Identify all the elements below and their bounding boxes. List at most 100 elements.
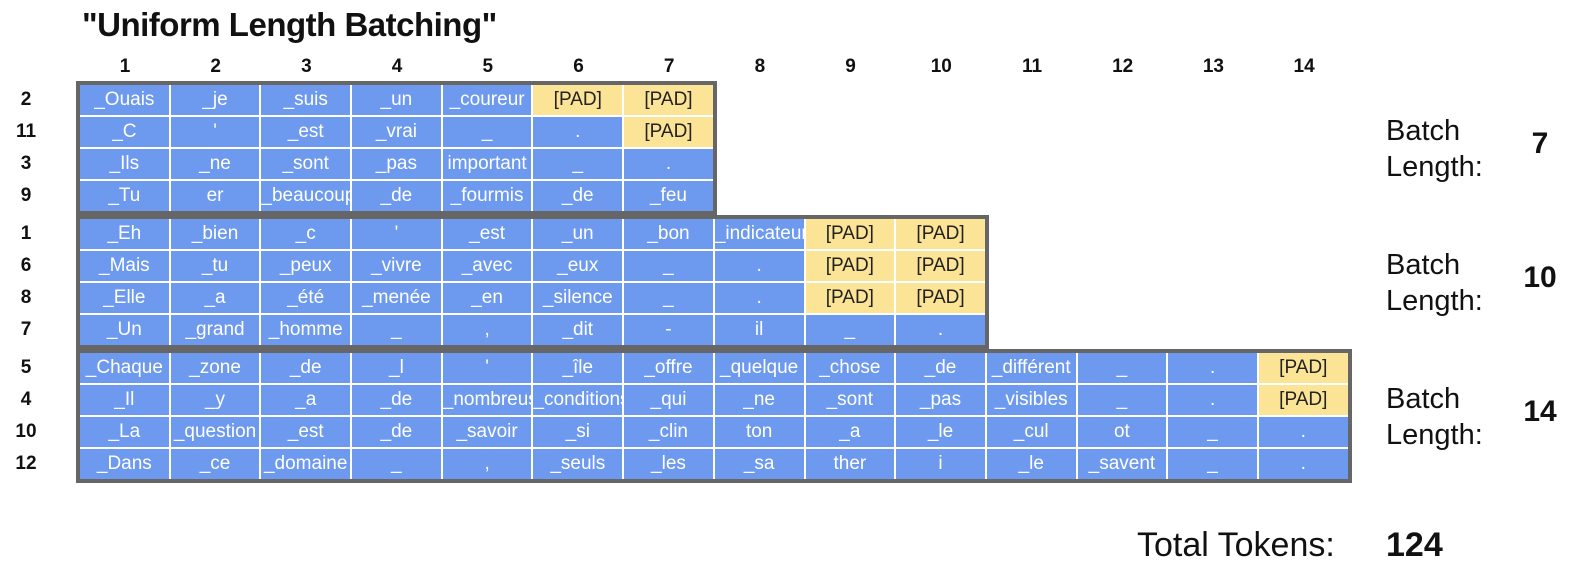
token-cell: _seuls: [533, 449, 623, 479]
token-cell: _indicateur: [714, 219, 804, 249]
token-cell: _eux: [533, 251, 623, 281]
batch-group: _Chaque _zone _de _l ' _île _offre _quelque _cho…: [76, 349, 1352, 483]
pad-token-cell: [PAD]: [805, 219, 895, 249]
token-cell: _qui: [624, 385, 713, 415]
batch-length-label: Batch Length:: [1386, 383, 1483, 451]
batch-length-value: 10: [1523, 261, 1557, 294]
token-cell: _La: [80, 417, 169, 447]
column-header: 1: [119, 56, 131, 77]
token-cell: _est: [261, 117, 351, 147]
batch-length-label: Batch Length:: [1386, 249, 1483, 317]
column-header: 8: [754, 56, 766, 77]
token-cell: _question: [170, 417, 260, 447]
sequence-index-label: 10: [15, 421, 37, 442]
sequence-row: _Elle _a _été _menée _en _silence _. [PAD] [PAD]: [80, 283, 985, 313]
token-cell: _différent: [986, 353, 1076, 383]
column-header: 10: [930, 56, 952, 77]
pad-token-cell: [PAD]: [624, 117, 713, 147]
pad-token-cell: [PAD]: [624, 85, 713, 115]
token-cell: _île: [533, 353, 623, 383]
token-cell: _tu: [170, 251, 260, 281]
token-cell: ton: [714, 417, 804, 447]
sequence-index-label: 1: [20, 223, 32, 244]
token-cell: ot: [1077, 417, 1167, 447]
token-cell: ': [442, 353, 532, 383]
sequence-index-label: 9: [20, 185, 32, 206]
token-cell: _en: [442, 283, 532, 313]
token-cell: _avec: [442, 251, 532, 281]
token-cell: .: [714, 251, 804, 281]
column-header: 11: [1021, 56, 1043, 77]
column-header: 9: [845, 56, 856, 77]
token-cell: _ne: [714, 385, 804, 415]
sequence-row: _Ouais _je _suis _un _coureur [PAD] [PAD]: [80, 85, 713, 115]
pad-token-cell: [PAD]: [805, 283, 895, 313]
token-cell: _: [352, 315, 441, 345]
token-cell: _le: [896, 417, 985, 447]
column-header: 5: [482, 56, 494, 77]
token-cell: _pas: [352, 149, 441, 179]
token-cell: er: [170, 181, 260, 211]
token-cell: _y: [170, 385, 260, 415]
column-header: 3: [301, 56, 312, 77]
token-cell: _de: [533, 181, 623, 211]
column-header: 12: [1112, 56, 1134, 77]
token-cell: ther: [805, 449, 895, 479]
token-cell: _Chaque: [80, 353, 169, 383]
sequence-row: _La _question _est _de _savoir _si _clin ton _a _…: [80, 417, 1348, 447]
column-header: 4: [391, 56, 403, 77]
token-cell: _de: [352, 417, 441, 447]
column-header: 13: [1202, 56, 1224, 77]
token-cell: .: [1168, 385, 1257, 415]
token-cell: _pas: [896, 385, 985, 415]
token-cell: _grand: [170, 315, 260, 345]
column-header: 2: [210, 56, 221, 77]
token-cell: _: [624, 251, 713, 281]
sequence-index-label: 4: [20, 389, 32, 410]
token-cell: _zone: [170, 353, 260, 383]
sequence-index-label: 5: [20, 357, 32, 378]
token-cell: .: [714, 283, 804, 313]
token-cell: ,: [442, 449, 532, 479]
batch-length-label: Batch Length:: [1386, 115, 1483, 183]
token-cell: _été: [261, 283, 351, 313]
token-cell: _cul: [986, 417, 1076, 447]
sequence-index-label: 8: [20, 287, 32, 308]
pad-token-cell: [PAD]: [533, 85, 623, 115]
token-cell: _C: [80, 117, 169, 147]
column-header: 14: [1293, 56, 1315, 77]
token-cell: _de: [352, 181, 441, 211]
sequence-row: _Un _grand _homme _, _dit - il _.: [80, 315, 985, 345]
token-cell: _si: [533, 417, 623, 447]
total-tokens-value: 124: [1386, 526, 1443, 564]
token-cell: _c: [261, 219, 351, 249]
sequence-index-label: 2: [20, 89, 32, 110]
token-cell: _les: [624, 449, 713, 479]
token-cell: _Dans: [80, 449, 169, 479]
sequence-index-label: 3: [20, 153, 32, 174]
sequence-row: _Tu er _beaucoup _de _fourmis _de _feu: [80, 181, 713, 211]
sequence-row: _Il_y_a_de_nombreuses_conditions_qui_ne_…: [80, 385, 1348, 415]
batch-length-value: 7: [1531, 127, 1549, 160]
token-cell: _savoir: [442, 417, 532, 447]
token-cell: i: [896, 449, 985, 479]
token-cell: _bien: [170, 219, 260, 249]
token-cell: _conditions: [533, 385, 623, 415]
token-cell: _ce: [170, 449, 260, 479]
token-cell: il: [714, 315, 804, 345]
pad-token-cell: [PAD]: [1258, 385, 1348, 415]
token-cell: _: [1168, 449, 1257, 479]
token-cell: _bon: [624, 219, 713, 249]
token-cell: _nombreuses: [442, 385, 532, 415]
token-cell: _a: [261, 385, 351, 415]
token-cell: _vivre: [352, 251, 441, 281]
token-cell: _Ils: [80, 149, 169, 179]
sequence-index-label: 6: [20, 255, 32, 276]
token-cell: _domaine: [261, 449, 351, 479]
token-cell: _je: [170, 85, 260, 115]
token-cell: _homme: [261, 315, 351, 345]
token-cell: _fourmis: [442, 181, 532, 211]
column-header: 7: [663, 56, 675, 77]
token-cell: _de: [352, 385, 441, 415]
batch-length-value: 14: [1523, 395, 1557, 428]
